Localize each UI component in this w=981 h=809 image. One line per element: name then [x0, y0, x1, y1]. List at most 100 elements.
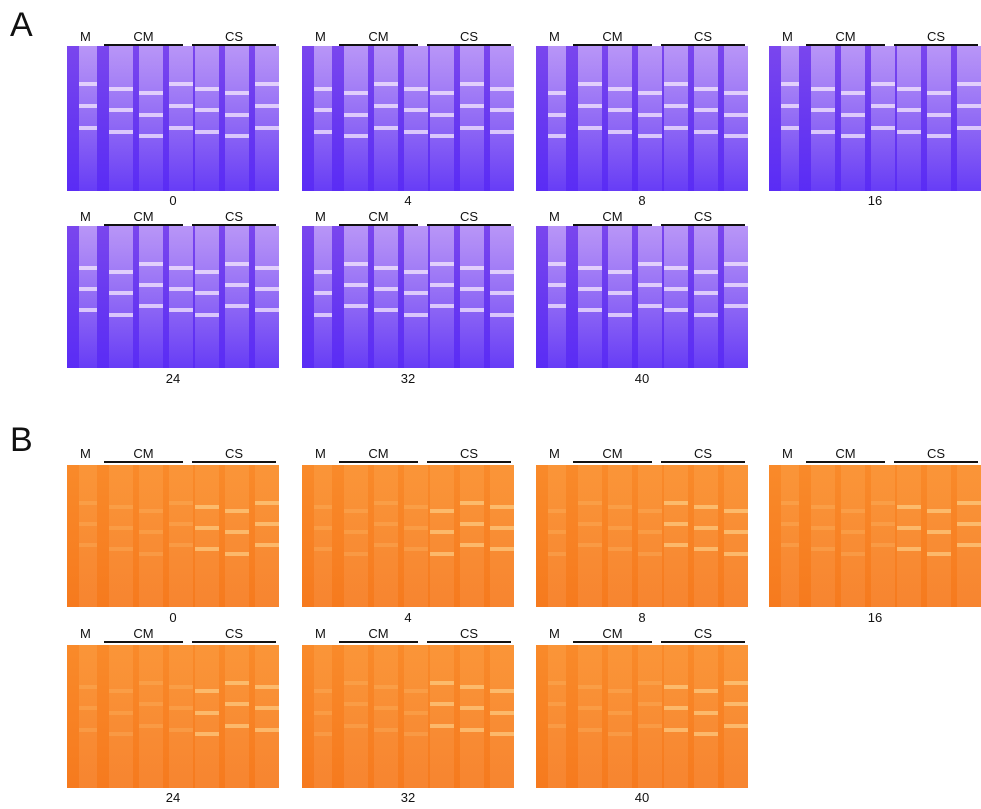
- gel-band: [608, 87, 632, 91]
- gel-lane: [694, 465, 718, 607]
- gel-band: [169, 728, 193, 732]
- gel-band: [781, 543, 799, 547]
- gel-band: [344, 530, 368, 534]
- gel-band: [724, 552, 748, 556]
- time-label: 4: [302, 194, 514, 208]
- gel-band: [724, 91, 748, 95]
- gel-band: [404, 313, 428, 317]
- gel-lane: [79, 645, 97, 788]
- gel-band: [664, 104, 688, 108]
- group-label: CS: [427, 627, 511, 641]
- gel-band: [79, 287, 97, 291]
- gel-band: [139, 113, 163, 117]
- gel-band: [255, 82, 279, 86]
- group-label: CM: [104, 210, 183, 224]
- gel-band: [811, 87, 835, 91]
- gel-band: [638, 304, 662, 308]
- gel-band: [314, 87, 332, 91]
- gel-band: [195, 732, 219, 736]
- gel-lane: [195, 465, 219, 607]
- group-bar: [573, 461, 652, 463]
- gel-band: [314, 108, 332, 112]
- marker-label: M: [549, 447, 560, 461]
- gel-band: [608, 732, 632, 736]
- gel-band: [897, 130, 921, 134]
- gel-lane: [79, 465, 97, 607]
- gel-band: [430, 552, 454, 556]
- gel-band: [404, 526, 428, 530]
- gel-lane: [374, 645, 398, 788]
- gel-image: [769, 465, 981, 607]
- gel-band: [578, 728, 602, 732]
- gel-band: [694, 108, 718, 112]
- gel-lane: [664, 645, 688, 788]
- gel-band: [490, 130, 514, 134]
- gel-lane: [957, 46, 981, 191]
- gel-band: [374, 266, 398, 270]
- gel-lane: [638, 465, 662, 607]
- gel-band: [724, 262, 748, 266]
- group-bar: [339, 641, 418, 643]
- gel-image: [302, 46, 514, 191]
- gel-lane: [109, 645, 133, 788]
- gel-band: [664, 728, 688, 732]
- gel-lane: [460, 465, 484, 607]
- gel-band: [724, 113, 748, 117]
- gel-band: [694, 505, 718, 509]
- gel-lane: [548, 226, 566, 368]
- group-label: CM: [573, 627, 652, 641]
- gel-band: [404, 130, 428, 134]
- gel-lane: [548, 465, 566, 607]
- gel-band: [430, 113, 454, 117]
- gel-band: [460, 522, 484, 526]
- marker-label: M: [315, 30, 326, 44]
- gel-band: [578, 287, 602, 291]
- gel-band: [404, 711, 428, 715]
- gel-lane: [578, 645, 602, 788]
- gel-band: [578, 501, 602, 505]
- gel-lane: [781, 46, 799, 191]
- gel-band: [344, 509, 368, 513]
- group-label: CS: [661, 30, 745, 44]
- gel-band: [871, 501, 895, 505]
- gel-band: [460, 308, 484, 312]
- gel-band: [139, 702, 163, 706]
- group-bar: [192, 461, 276, 463]
- gel-band: [927, 134, 951, 138]
- gel-band: [841, 113, 865, 117]
- gel-band: [724, 304, 748, 308]
- group-label: CM: [806, 30, 885, 44]
- gel-lane: [490, 465, 514, 607]
- gel-image: [536, 46, 748, 191]
- gel-band: [225, 262, 249, 266]
- gel-band: [404, 270, 428, 274]
- gel-band: [344, 552, 368, 556]
- time-label: 16: [769, 611, 981, 625]
- gel-band: [490, 547, 514, 551]
- gel-band: [255, 287, 279, 291]
- gel-band: [638, 91, 662, 95]
- gel-band: [927, 552, 951, 556]
- gel-band: [548, 304, 566, 308]
- time-label: 24: [67, 372, 279, 386]
- gel-band: [548, 552, 566, 556]
- gel-band: [79, 82, 97, 86]
- marker-label: M: [315, 210, 326, 224]
- gel-band: [664, 82, 688, 86]
- gel-lane: [225, 226, 249, 368]
- group-bar: [573, 641, 652, 643]
- gel-lane: [109, 465, 133, 607]
- gel-band: [578, 104, 602, 108]
- group-label: CM: [573, 30, 652, 44]
- gel-band: [430, 91, 454, 95]
- gel-band: [169, 543, 193, 547]
- gel-lane: [404, 465, 428, 607]
- group-label: CM: [573, 447, 652, 461]
- gel-band: [694, 87, 718, 91]
- gel-lane: [404, 226, 428, 368]
- gel-lane: [374, 226, 398, 368]
- gel-lane: [314, 46, 332, 191]
- gel-band: [139, 530, 163, 534]
- gel-band: [638, 552, 662, 556]
- gel-lane: [314, 645, 332, 788]
